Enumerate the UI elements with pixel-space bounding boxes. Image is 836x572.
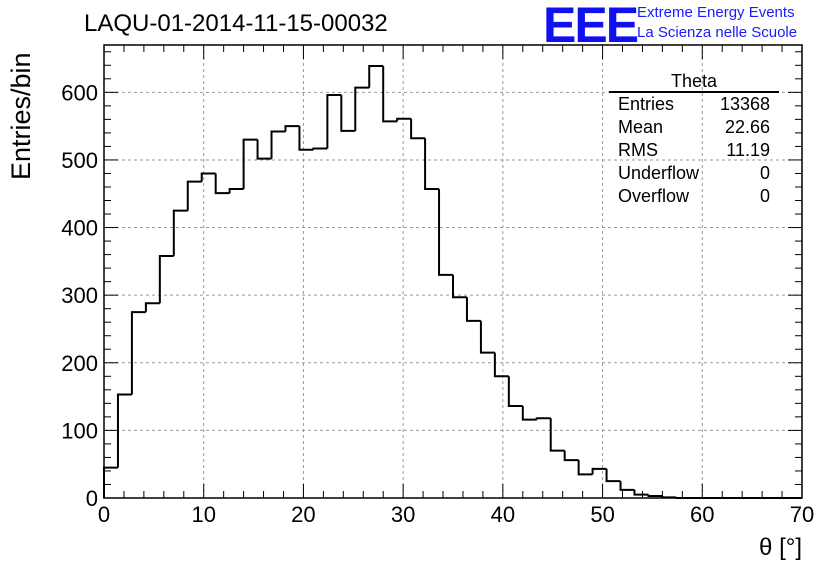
histogram-bin — [452, 274, 467, 299]
axes: 0 10 20 30 40 50 60 70 0 100 200 300 400 500 600 — [61, 44, 814, 527]
y-tick-label: 200 — [61, 351, 98, 376]
histogram-bin — [549, 418, 565, 452]
histogram-bin — [116, 393, 132, 468]
histogram-bin — [298, 126, 314, 151]
plot-frame — [103, 44, 803, 499]
histogram-bin — [521, 406, 537, 421]
stats-row-entries: Entries 13368 — [609, 93, 779, 116]
histogram-bin — [256, 139, 272, 160]
histogram-bin — [591, 467, 607, 475]
histogram-bin — [186, 180, 202, 211]
histogram-bin — [270, 130, 286, 159]
logo-mark: EEE — [543, 0, 639, 53]
histogram-bin — [410, 118, 426, 140]
histogram-bin — [228, 188, 244, 194]
y-tick-label: 400 — [61, 216, 98, 241]
histogram-bin — [214, 173, 230, 195]
stats-row-mean: Mean 22.66 — [609, 116, 779, 139]
histogram-bin — [479, 320, 495, 354]
histogram-bin — [200, 172, 216, 182]
histogram-bin — [396, 117, 412, 122]
stats-row-overflow: Overflow 0 — [609, 185, 779, 208]
x-tick-label: 20 — [291, 502, 315, 527]
y-tick-label: 100 — [61, 418, 98, 443]
histogram-bin — [563, 450, 579, 462]
histogram-bin — [144, 302, 160, 313]
x-tick-label: 50 — [590, 502, 614, 527]
histogram-bin — [242, 138, 258, 190]
x-tick-label: 30 — [391, 502, 415, 527]
x-tick-label: 10 — [191, 502, 215, 527]
histogram-bin — [493, 352, 509, 378]
stats-label: RMS — [618, 140, 658, 160]
stats-label: Overflow — [618, 186, 690, 206]
stats-label: Underflow — [618, 163, 700, 183]
x-tick-label: 70 — [790, 502, 814, 527]
histogram-bin — [172, 209, 188, 256]
stats-value: 0 — [759, 163, 770, 183]
chart-title: LAQU-01-2014-11-15-00032 — [84, 10, 388, 37]
histogram-bin — [326, 94, 342, 149]
histogram-bin — [577, 460, 593, 476]
logo-line-2: La Scienza nelle Scuole — [637, 24, 798, 41]
stats-value: 11.19 — [726, 140, 770, 160]
histogram-bin — [465, 297, 481, 322]
y-axis-label: Entries/bin — [6, 52, 36, 180]
histogram-bin — [340, 95, 356, 132]
histogram-bin — [661, 495, 677, 499]
histogram-bin — [130, 311, 146, 395]
histogram-bin — [647, 494, 663, 497]
histogram-bin — [284, 125, 300, 132]
histogram-bin — [507, 376, 523, 408]
y-tick-label: 500 — [61, 148, 98, 173]
histogram-bin — [535, 417, 551, 420]
histogram-bin — [368, 64, 384, 88]
histogram-bin — [158, 254, 174, 304]
stats-value: 0 — [759, 186, 770, 206]
stats-row-rms: RMS 11.19 — [609, 139, 779, 162]
y-tick-label: 0 — [86, 486, 98, 511]
x-tick-label: 40 — [491, 502, 515, 527]
histogram-bin — [438, 189, 453, 276]
x-axis-label: θ [°] — [759, 534, 802, 561]
histogram-bin — [619, 481, 635, 491]
stats-row-underflow: Underflow 0 — [609, 162, 779, 185]
y-tick-label: 600 — [61, 80, 98, 105]
stats-value: 13368 — [719, 94, 770, 114]
stats-label: Mean — [618, 117, 664, 137]
histogram-bin — [424, 138, 440, 191]
stats-box: Theta Entries 13368 Mean 22.66 RMS 11.19… — [609, 72, 779, 208]
histogram-bin — [103, 466, 118, 498]
logo-line-1: Extreme Energy Events — [637, 4, 795, 21]
histogram-bin — [382, 65, 398, 123]
x-tick-label: 60 — [690, 502, 714, 527]
y-tick-label: 300 — [61, 283, 98, 308]
histogram-bin — [312, 147, 328, 150]
histogram-bin — [605, 468, 621, 483]
stats-value: 22.66 — [724, 117, 770, 137]
histogram-bars — [103, 64, 802, 499]
stats-label: Entries — [618, 94, 675, 114]
x-tick-label: 0 — [98, 502, 110, 527]
stats-title: Theta — [609, 72, 779, 93]
histogram-bin — [354, 86, 370, 131]
histogram-bin — [633, 489, 649, 496]
